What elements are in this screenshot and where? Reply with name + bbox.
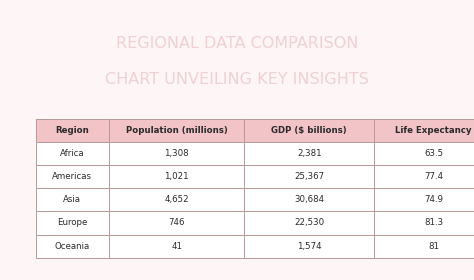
Text: 81: 81: [428, 242, 439, 251]
Bar: [244, 142, 374, 165]
Text: 1,021: 1,021: [164, 172, 189, 181]
Text: 4,652: 4,652: [164, 195, 189, 204]
Bar: [109, 142, 244, 165]
Text: Population (millions): Population (millions): [126, 126, 228, 135]
Bar: [374, 165, 474, 188]
Text: 41: 41: [171, 242, 182, 251]
Bar: [36, 211, 109, 235]
Text: Africa: Africa: [60, 149, 84, 158]
Bar: [244, 211, 374, 235]
Text: Americas: Americas: [52, 172, 92, 181]
Bar: [109, 235, 244, 258]
Text: 63.5: 63.5: [424, 149, 443, 158]
Bar: [244, 235, 374, 258]
Bar: [36, 142, 109, 165]
Text: 746: 746: [168, 218, 185, 227]
Bar: [109, 119, 244, 142]
Text: 25,367: 25,367: [294, 172, 324, 181]
Bar: [36, 235, 109, 258]
Bar: [244, 165, 374, 188]
Text: 74.9: 74.9: [424, 195, 443, 204]
Bar: [374, 119, 474, 142]
Text: Asia: Asia: [64, 195, 81, 204]
Bar: [36, 119, 109, 142]
Text: 81.3: 81.3: [424, 218, 443, 227]
Text: Oceania: Oceania: [55, 242, 90, 251]
Text: REGIONAL DATA COMPARISON: REGIONAL DATA COMPARISON: [116, 36, 358, 51]
Bar: [374, 235, 474, 258]
Bar: [374, 188, 474, 211]
Text: Region: Region: [55, 126, 89, 135]
Bar: [244, 119, 374, 142]
Text: Life Expectancy: Life Expectancy: [395, 126, 472, 135]
Bar: [36, 188, 109, 211]
Bar: [109, 165, 244, 188]
Bar: [36, 165, 109, 188]
Bar: [244, 188, 374, 211]
Text: Europe: Europe: [57, 218, 88, 227]
Text: 1,308: 1,308: [164, 149, 189, 158]
Text: CHART UNVEILING KEY INSIGHTS: CHART UNVEILING KEY INSIGHTS: [105, 72, 369, 87]
Text: GDP ($ billions): GDP ($ billions): [272, 126, 347, 135]
Bar: [109, 211, 244, 235]
Bar: [109, 188, 244, 211]
Text: 22,530: 22,530: [294, 218, 324, 227]
Text: 2,381: 2,381: [297, 149, 321, 158]
Bar: [374, 211, 474, 235]
Text: 77.4: 77.4: [424, 172, 443, 181]
Text: 1,574: 1,574: [297, 242, 321, 251]
Bar: [374, 142, 474, 165]
Text: 30,684: 30,684: [294, 195, 324, 204]
